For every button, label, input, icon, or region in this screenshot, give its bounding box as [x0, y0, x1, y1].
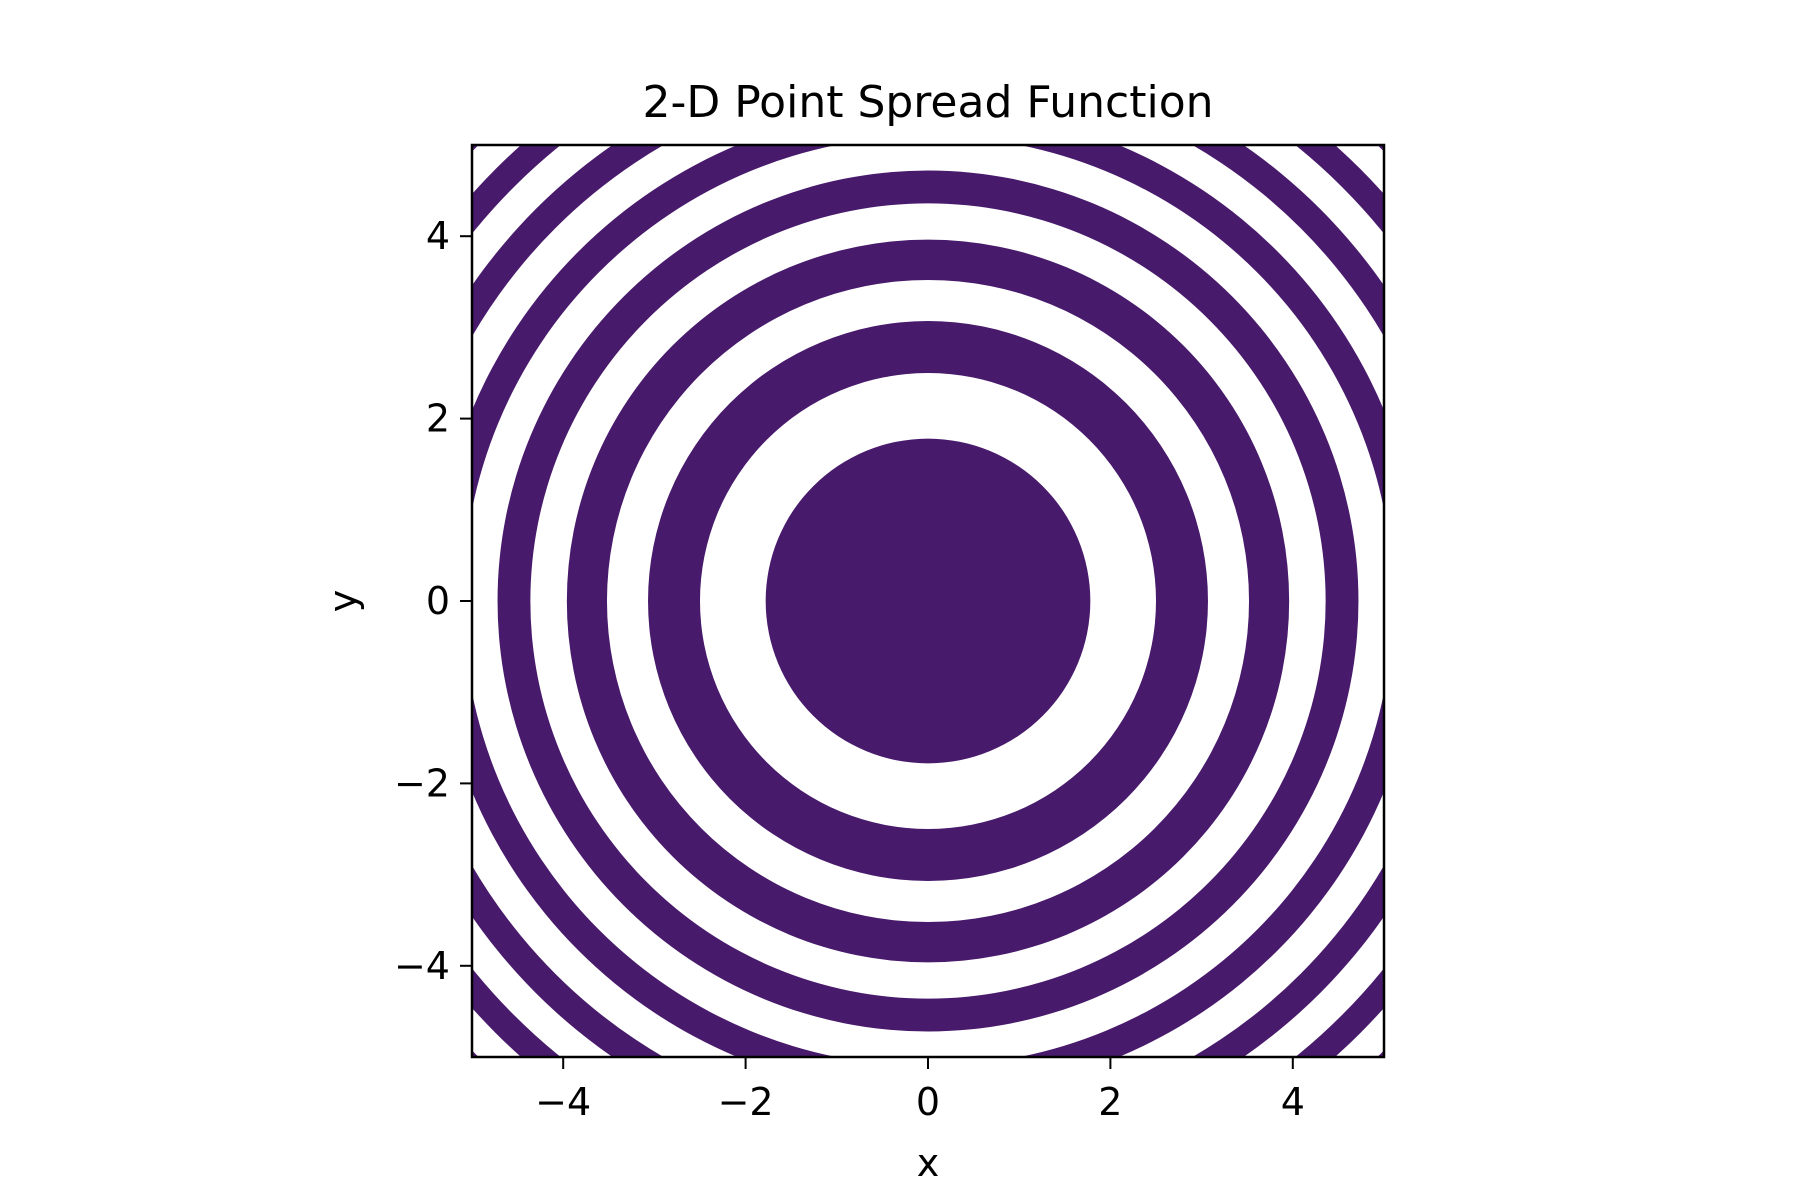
- x-tick-label: 4: [1281, 1080, 1305, 1124]
- y-axis-label: y: [321, 590, 365, 613]
- y-tick-label: 2: [426, 397, 450, 441]
- x-axis: −4 −2 0 2 4: [535, 1057, 1305, 1124]
- contour-bands: [472, 145, 1384, 1057]
- y-tick-label: −4: [394, 944, 450, 988]
- y-tick-label: 0: [426, 579, 450, 623]
- y-tick-label: 4: [426, 214, 450, 258]
- y-axis: −4 −2 0 2 4: [394, 214, 472, 988]
- plot-area: [470, 143, 1386, 1059]
- x-axis-label: x: [917, 1141, 940, 1185]
- x-tick-label: 2: [1098, 1080, 1122, 1124]
- chart-title: 2-D Point Spread Function: [642, 77, 1213, 128]
- y-tick-label: −2: [394, 761, 450, 805]
- x-tick-label: 0: [916, 1080, 940, 1124]
- contour-band-0: [765, 438, 1091, 764]
- x-tick-label: −4: [535, 1080, 591, 1124]
- x-tick-label: −2: [718, 1080, 774, 1124]
